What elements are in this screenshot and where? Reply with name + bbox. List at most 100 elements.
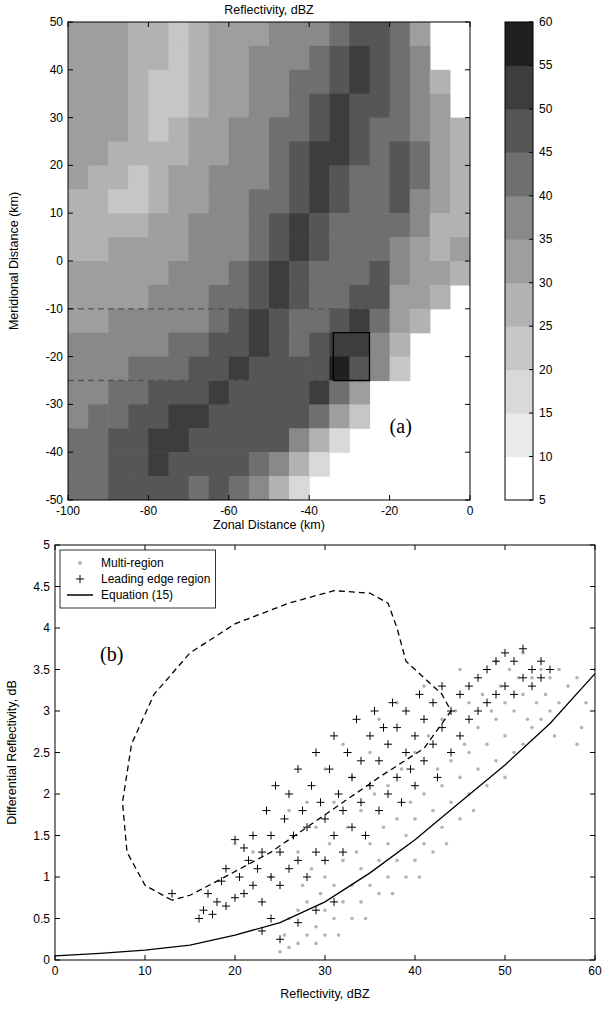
y-tick	[465, 404, 470, 405]
heat-cell	[209, 333, 230, 358]
heat-cell	[269, 428, 290, 453]
point-dot	[458, 668, 462, 672]
y-tick	[590, 877, 595, 878]
heat-cell	[430, 213, 451, 238]
heat-cell	[209, 118, 230, 143]
y-tick	[68, 69, 73, 70]
heat-cell	[108, 237, 129, 262]
heat-cell	[169, 142, 190, 167]
y-tick	[68, 117, 73, 118]
heat-cell	[68, 237, 89, 262]
heat-cell	[108, 70, 129, 95]
point-dot	[332, 801, 336, 805]
heat-cell	[148, 213, 169, 238]
point-plus	[294, 765, 302, 773]
heat-cell	[148, 285, 169, 310]
heat-cell	[169, 94, 190, 119]
x-axis-title: Zonal Distance (km)	[213, 518, 325, 532]
point-plus	[483, 666, 491, 674]
heat-cell	[229, 142, 250, 167]
point-dot	[508, 668, 512, 672]
heat-cell	[370, 94, 391, 119]
y-tick	[55, 835, 60, 836]
point-dot	[485, 742, 489, 746]
heat-cell	[349, 309, 370, 334]
heat-cell	[249, 22, 270, 47]
heat-cell	[229, 213, 250, 238]
heat-cell	[249, 285, 270, 310]
point-dot	[364, 917, 368, 921]
point-dot	[503, 701, 507, 705]
point-plus	[263, 807, 271, 815]
point-plus	[267, 832, 275, 840]
heat-cell	[169, 237, 190, 262]
heat-cell	[329, 261, 350, 286]
point-dot	[409, 801, 413, 805]
point-dot	[323, 908, 327, 912]
plot-area	[68, 22, 470, 500]
heat-cell	[88, 118, 109, 143]
heat-cell	[169, 70, 190, 95]
x-tick	[325, 545, 326, 550]
heat-cell	[370, 357, 391, 382]
x-tick	[470, 495, 471, 500]
point-plus	[510, 690, 518, 698]
heat-cell	[289, 357, 310, 382]
heat-cell	[148, 261, 169, 286]
series-line	[68, 308, 370, 309]
point-dot	[314, 942, 318, 946]
y-tick	[590, 669, 595, 670]
heat-cell	[68, 333, 89, 358]
point-plus	[357, 798, 365, 806]
heat-cell	[189, 357, 210, 382]
y-tick	[68, 261, 73, 262]
heat-cell	[349, 165, 370, 190]
heat-cell	[329, 237, 350, 262]
heat-cell	[189, 452, 210, 477]
point-plus	[236, 873, 244, 881]
heat-cell	[169, 381, 190, 406]
y-tick	[68, 165, 73, 166]
y-tick-label: 40	[50, 63, 64, 77]
point-dot	[368, 751, 372, 755]
point-plus	[429, 699, 437, 707]
heat-cell	[289, 428, 310, 453]
heat-cell	[410, 237, 431, 262]
heat-cell	[189, 118, 210, 143]
point-plus	[429, 740, 437, 748]
heat-cell	[289, 381, 310, 406]
point-dot	[440, 825, 444, 829]
heat-cell	[249, 261, 270, 286]
colorbar-tick	[529, 152, 533, 153]
series-line	[68, 380, 370, 381]
point-dot	[350, 917, 354, 921]
heat-cell	[329, 142, 350, 167]
heat-cell	[189, 22, 210, 47]
y-tick	[590, 545, 595, 546]
point-plus	[353, 715, 361, 723]
y-tick-label: 50	[50, 15, 64, 29]
heat-cell	[309, 213, 330, 238]
point-plus	[168, 890, 176, 898]
point-dot	[413, 859, 417, 863]
heat-cell	[128, 189, 149, 214]
point-plus	[348, 823, 356, 831]
heat-cell	[189, 476, 210, 500]
heat-cell	[169, 404, 190, 429]
heat-cell	[68, 476, 89, 500]
point-dot	[386, 875, 390, 879]
heat-cell	[169, 476, 190, 500]
x-tick-label: -40	[301, 504, 319, 518]
heat-cell	[189, 94, 210, 119]
heat-cell	[128, 46, 149, 71]
y-tick	[465, 165, 470, 166]
plot-bg	[55, 545, 595, 960]
heat-cell	[450, 118, 470, 143]
point-dot	[445, 842, 449, 846]
heat-cell	[329, 189, 350, 214]
heat-cell	[430, 70, 451, 95]
point-plus	[456, 732, 464, 740]
y-tick	[55, 669, 60, 670]
heat-cell	[148, 452, 169, 477]
colorbar-tick-label: 20	[539, 363, 553, 377]
